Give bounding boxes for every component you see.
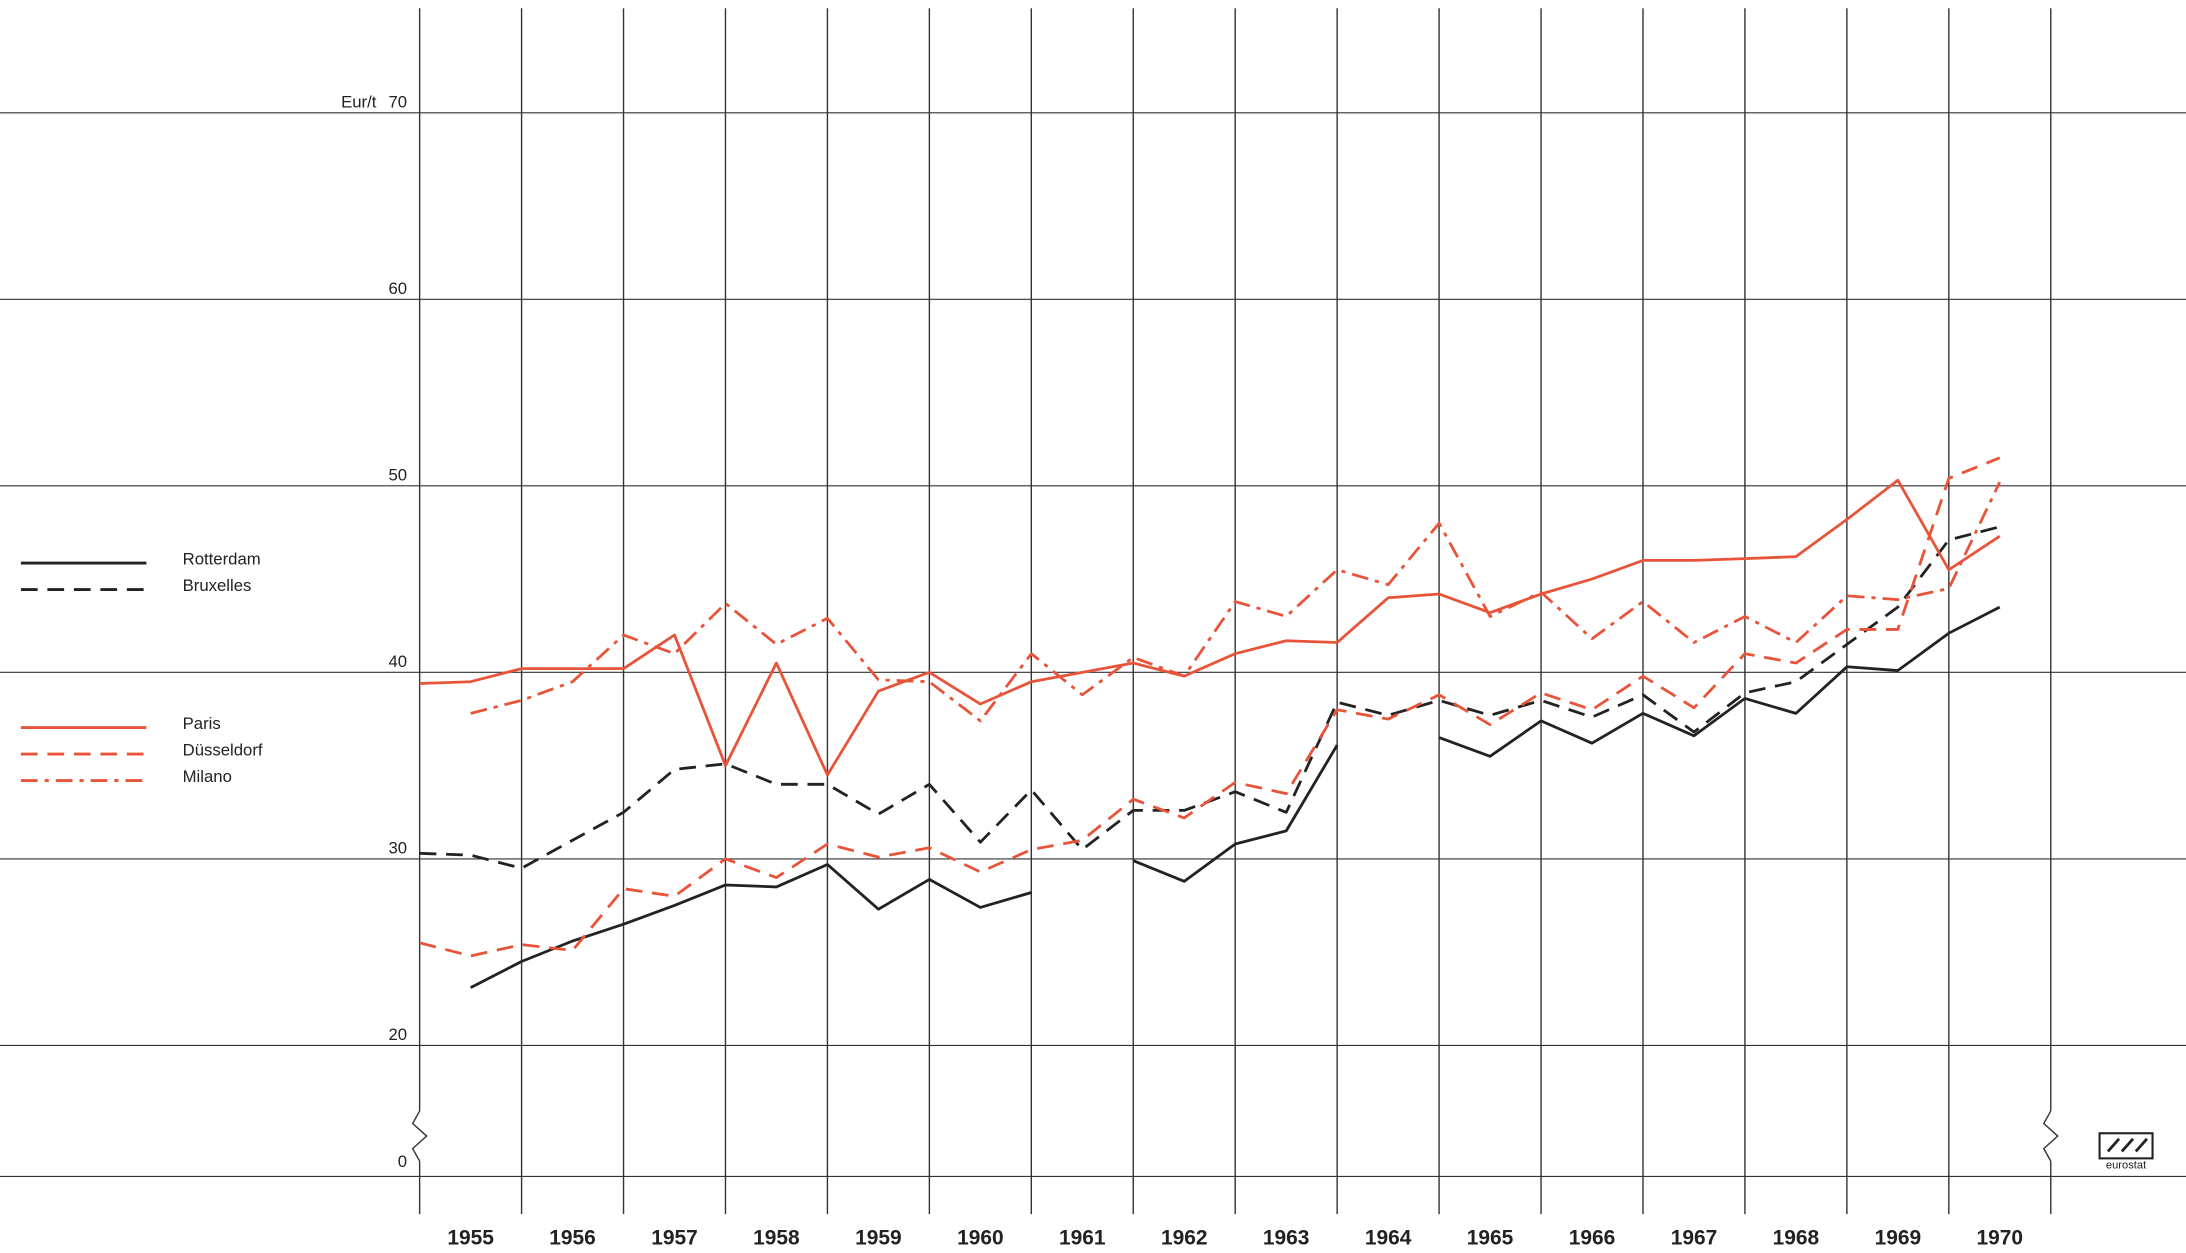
series-line: [419, 478, 2001, 777]
y-tick-label: 70: [388, 92, 407, 111]
series-line: [470, 481, 2002, 723]
legend-label: Düsseldorf: [183, 741, 263, 760]
legend-label: Rotterdam: [183, 550, 261, 569]
logo: eurostat: [2098, 1132, 2154, 1171]
legend-label: Paris: [183, 714, 221, 733]
y-tick-label: 50: [388, 465, 407, 484]
x-tick-label: 1965: [1467, 1227, 1514, 1250]
logo-text: eurostat: [2106, 1159, 2147, 1171]
logo-glyph: [2106, 1137, 2149, 1153]
axis-break: [2042, 1110, 2059, 1162]
legend-label: Bruxelles: [183, 576, 252, 595]
y-tick-label: 20: [388, 1025, 407, 1044]
x-tick-label: 1969: [1875, 1227, 1922, 1250]
series-line: [419, 456, 2001, 958]
y-tick-label: 0: [398, 1152, 407, 1171]
axis-break-gap: [411, 1110, 428, 1162]
x-tick-label: 1964: [1365, 1227, 1412, 1250]
x-tick-label: 1962: [1161, 1227, 1208, 1250]
axis-break-gap: [2042, 1110, 2060, 1162]
logo-box: [2098, 1132, 2154, 1160]
legend-label: Milano: [183, 767, 232, 786]
y-tick-label: 40: [388, 652, 407, 671]
x-tick-label: 1963: [1263, 1227, 1310, 1250]
x-tick-label: 1959: [855, 1227, 902, 1250]
x-tick-label: 1955: [447, 1227, 494, 1250]
x-tick-label: 1958: [753, 1227, 800, 1250]
series-line: [470, 605, 2001, 989]
axis-break: [411, 1110, 428, 1162]
x-tick-label: 1970: [1977, 1227, 2024, 1250]
x-tick-label: 1967: [1671, 1227, 1718, 1250]
y-tick-label: 30: [388, 839, 407, 858]
y-axis-label: Eur/t: [341, 92, 377, 111]
x-tick-label: 1968: [1773, 1227, 1820, 1250]
x-tick-label: 1957: [651, 1227, 698, 1250]
x-tick-label: 1956: [549, 1227, 596, 1250]
y-tick-label: 60: [388, 279, 407, 298]
x-tick-label: 1966: [1569, 1227, 1616, 1250]
x-tick-label: 1960: [957, 1227, 1004, 1250]
x-tick-label: 1961: [1059, 1227, 1106, 1250]
